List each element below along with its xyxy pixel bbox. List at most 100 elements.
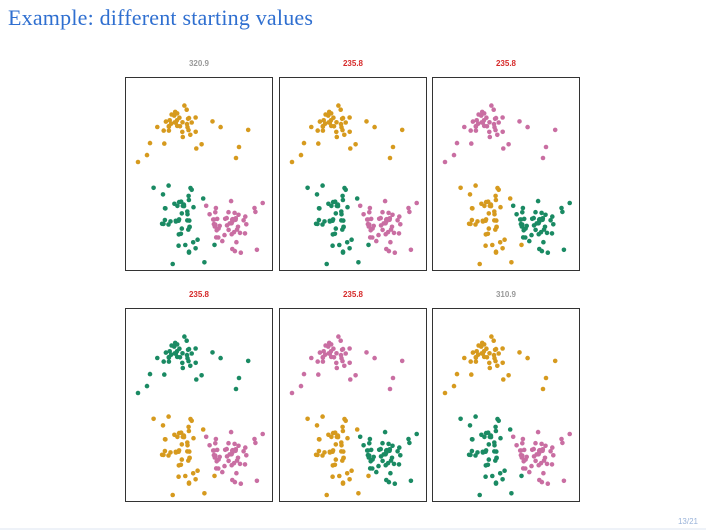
scatter-point xyxy=(188,363,193,369)
scatter-svg xyxy=(135,334,265,498)
scatter-point xyxy=(380,209,385,215)
scatter-point xyxy=(324,261,329,267)
scatter-point xyxy=(480,450,486,455)
scatter-point xyxy=(210,119,215,124)
scatter-point xyxy=(224,454,230,459)
scatter-point xyxy=(517,350,522,355)
scatter-point xyxy=(536,217,542,222)
scatter-point xyxy=(189,120,194,125)
scatter-point xyxy=(378,223,384,228)
scatter-point xyxy=(228,429,234,435)
scatter-point xyxy=(176,243,181,248)
scatter-point xyxy=(390,144,396,150)
scatter-point xyxy=(517,119,522,124)
scatter-point xyxy=(387,217,392,223)
scatter-point xyxy=(380,458,385,464)
scatter-point xyxy=(385,460,391,466)
scatter-point xyxy=(322,121,328,126)
scatter-point xyxy=(186,424,191,430)
scatter-point xyxy=(234,458,240,463)
scatter-plot xyxy=(125,77,273,271)
page-number: 13/21 xyxy=(677,517,698,526)
scatter-point xyxy=(194,146,199,151)
scatter-point xyxy=(540,448,545,454)
scatter-point xyxy=(289,390,295,396)
scatter-point xyxy=(326,351,331,356)
scatter-point xyxy=(213,210,218,215)
scatter-point xyxy=(314,192,320,197)
scatter-point xyxy=(320,183,325,188)
scatter-point xyxy=(230,477,235,483)
scatter-point xyxy=(325,113,331,118)
scatter-point xyxy=(390,375,396,381)
scatter-point xyxy=(560,209,565,215)
scatter-point xyxy=(187,224,192,230)
scatter-point xyxy=(245,358,251,364)
scatter-point xyxy=(361,212,366,217)
scatter-point xyxy=(254,478,260,484)
scatter-point xyxy=(364,217,370,222)
scatter-point xyxy=(320,128,326,133)
scatter-point xyxy=(496,418,501,424)
scatter-point xyxy=(226,209,231,215)
scatter-point xyxy=(212,242,217,248)
scatter-point xyxy=(531,215,536,221)
scatter-point xyxy=(254,247,260,253)
scatter-point xyxy=(497,471,503,476)
scatter-point xyxy=(520,235,526,240)
scatter-point xyxy=(172,120,177,125)
scatter-point xyxy=(533,209,538,215)
scatter-point xyxy=(517,448,523,453)
scatter-point xyxy=(366,224,372,229)
scatter-point xyxy=(395,449,400,454)
scatter-point xyxy=(237,230,243,236)
scatter-point xyxy=(232,441,237,447)
scatter-point xyxy=(309,124,314,130)
scatter-point xyxy=(487,351,492,356)
scatter-point xyxy=(233,155,239,161)
scatter-point xyxy=(166,128,172,133)
scatter-point xyxy=(543,144,549,150)
scatter-point xyxy=(253,209,258,215)
scatter-point xyxy=(458,416,463,422)
scatter-point xyxy=(199,373,204,378)
scatter-point xyxy=(500,360,505,366)
scatter-point xyxy=(387,448,392,454)
scatter-point xyxy=(244,222,249,227)
scatter-point xyxy=(326,109,332,115)
scatter-point xyxy=(451,152,457,158)
scatter-point xyxy=(343,187,348,193)
scatter-point xyxy=(193,346,198,351)
scatter-point xyxy=(222,463,227,469)
scatter-point xyxy=(366,473,371,479)
scatter-point xyxy=(180,134,186,140)
scatter-point xyxy=(492,124,497,130)
scatter-point xyxy=(493,115,499,121)
scatter-point xyxy=(535,429,541,435)
scatter-point xyxy=(380,227,385,233)
scatter-point xyxy=(494,224,499,230)
scatter-point xyxy=(374,238,379,244)
scatter-point xyxy=(232,210,237,216)
scatter-point xyxy=(349,237,354,242)
scatter-point xyxy=(340,346,346,352)
scatter-point xyxy=(186,428,192,434)
scatter-point xyxy=(214,228,219,233)
scatter-point xyxy=(367,436,373,442)
scatter-point xyxy=(519,455,525,460)
scatter-point xyxy=(567,200,572,206)
scatter-point xyxy=(520,210,525,215)
scatter-point xyxy=(535,198,541,204)
scatter-point xyxy=(330,474,335,479)
scatter-point xyxy=(202,491,207,496)
scatter-point xyxy=(339,449,344,454)
scatter-point xyxy=(330,463,336,468)
scatter-point xyxy=(147,371,153,377)
scatter-point xyxy=(470,119,476,124)
scatter-point xyxy=(368,459,373,464)
scatter-point xyxy=(212,473,217,479)
scatter-point xyxy=(477,492,482,498)
scatter-point xyxy=(172,109,178,115)
scatter-point xyxy=(500,115,505,120)
scatter-point xyxy=(202,260,207,265)
